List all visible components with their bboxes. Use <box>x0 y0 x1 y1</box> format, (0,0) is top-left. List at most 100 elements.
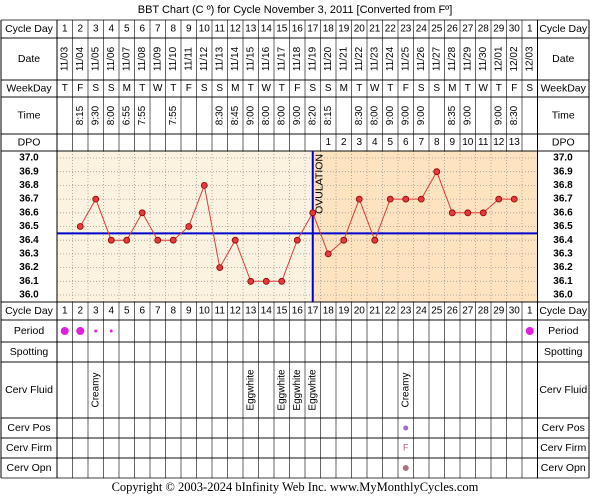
weekday: S <box>108 83 115 94</box>
date: 11/05 <box>90 46 101 71</box>
date: 11/03 <box>59 46 70 71</box>
date: 11/06 <box>106 46 117 71</box>
period-light <box>94 329 98 333</box>
time: 8:45 <box>230 105 241 125</box>
row-label: DPO <box>18 136 41 148</box>
temperature-point <box>247 277 255 285</box>
temperature-point <box>107 236 115 244</box>
time: 8:00 <box>369 105 380 125</box>
weekday: W <box>479 83 489 94</box>
row-label: Cerv Opn <box>7 462 52 474</box>
y-tick-label: 36.7 <box>19 194 39 205</box>
date: 11/08 <box>137 46 148 71</box>
cycle-day: 19 <box>338 24 350 35</box>
date: 11/23 <box>369 46 380 71</box>
date: 11/10 <box>168 46 179 71</box>
row-label-right: Date <box>552 53 574 65</box>
date: 11/25 <box>400 46 411 71</box>
cycle-day: 5 <box>124 24 130 35</box>
cervical-fluid: Eggwhite <box>276 369 287 411</box>
weekday: T <box>279 83 285 94</box>
cycle-day: 10 <box>199 306 211 317</box>
dpo: 7 <box>418 137 424 148</box>
cycle-day: 18 <box>323 306 335 317</box>
weekday: T <box>170 83 176 94</box>
row-label: Cycle Day <box>5 305 54 317</box>
time: 9:00 <box>400 105 411 125</box>
date: 11/04 <box>75 46 86 71</box>
cycle-day: 8 <box>170 306 176 317</box>
temperature-point <box>495 195 503 203</box>
row-label-right: Period <box>548 325 579 337</box>
date: 11/20 <box>323 46 334 71</box>
cycle-day: 9 <box>186 306 192 317</box>
time: 8:00 <box>276 105 287 125</box>
cervical-fluid: Eggwhite <box>245 369 256 411</box>
cycle-day: 6 <box>139 306 145 317</box>
time: 7:55 <box>168 105 179 125</box>
y-tick-label-right: 36.1 <box>553 276 573 287</box>
temperature-point <box>154 236 162 244</box>
cycle-day: 1 <box>527 306 533 317</box>
cycle-day: 20 <box>354 24 366 35</box>
date: 11/24 <box>385 46 396 71</box>
cycle-day: 27 <box>462 24 474 35</box>
date: 11/21 <box>338 46 349 71</box>
cycle-day: 2 <box>77 24 83 35</box>
cycle-day: 23 <box>400 24 412 35</box>
cycle-day: 29 <box>493 306 505 317</box>
date: 11/22 <box>354 46 365 71</box>
cycle-day: 4 <box>108 306 114 317</box>
row-label-right: DPO <box>552 136 575 148</box>
time: 6:55 <box>121 105 132 125</box>
time: 8:00 <box>261 105 272 125</box>
temperature-point <box>293 236 301 244</box>
weekday: T <box>62 83 68 94</box>
date: 12/03 <box>524 46 535 71</box>
temperature-point <box>402 195 410 203</box>
cervical-fluid: Creamy <box>90 372 101 407</box>
period-dot <box>525 327 534 335</box>
cycle-day: 6 <box>139 24 145 35</box>
date: 11/18 <box>292 46 303 71</box>
time: 9:00 <box>292 105 303 125</box>
y-tick-label-right: 36.0 <box>553 290 573 301</box>
dpo: 6 <box>403 137 409 148</box>
dpo: 11 <box>478 137 489 148</box>
cycle-day: 16 <box>292 306 304 317</box>
temperature-point <box>216 264 224 272</box>
time: 9:00 <box>385 105 396 125</box>
cycle-day: 15 <box>276 306 288 317</box>
date: 11/11 <box>183 47 194 71</box>
period-light <box>109 329 113 333</box>
date: 11/16 <box>261 46 272 71</box>
y-tick-label-right: 36.3 <box>553 249 573 260</box>
weekday: F <box>77 83 83 94</box>
weekday: W <box>153 83 163 94</box>
temperature-point <box>200 181 208 189</box>
weekday: S <box>325 83 332 94</box>
row-label: Cerv Pos <box>7 422 50 434</box>
cycle-day: 26 <box>447 306 459 317</box>
weekday: T <box>248 83 254 94</box>
cycle-day: 3 <box>93 306 99 317</box>
row-label-right: Time <box>552 109 575 121</box>
time: 8:15 <box>75 105 86 125</box>
row-label-right: Cycle Day <box>539 23 588 35</box>
weekday: T <box>496 83 502 94</box>
cycle-day: 21 <box>369 24 381 35</box>
cycle-day: 13 <box>245 24 257 35</box>
cycle-day: 14 <box>261 306 273 317</box>
dpo: 1 <box>325 137 331 148</box>
date: 11/28 <box>447 46 458 71</box>
cycle-day: 22 <box>385 306 397 317</box>
ovulation-label: OVULATION <box>314 154 326 214</box>
date: 11/17 <box>276 46 287 71</box>
cervix-opening <box>402 465 409 471</box>
cycle-day: 4 <box>108 24 114 35</box>
weekday: T <box>387 83 393 94</box>
cycle-day: 10 <box>199 24 211 35</box>
cycle-day: 29 <box>493 24 505 35</box>
date: 11/07 <box>121 46 132 71</box>
